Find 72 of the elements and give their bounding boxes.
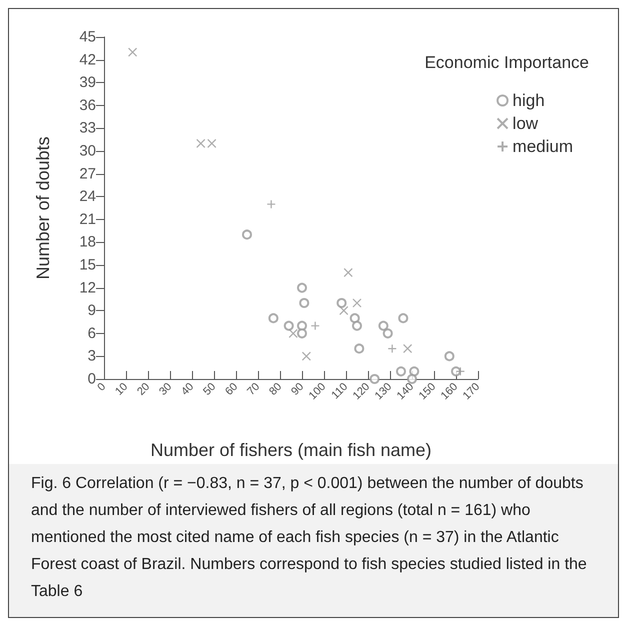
x-tick-label: 30 — [157, 380, 174, 398]
point — [196, 138, 206, 148]
point — [302, 352, 311, 361]
point — [403, 344, 412, 354]
point — [378, 320, 388, 331]
y-tick-label: 18 — [79, 234, 96, 251]
x-tick-label: 20 — [135, 380, 152, 398]
x-tick-label: 110 — [329, 380, 350, 402]
y-tick-label: 6 — [88, 324, 96, 342]
point — [398, 313, 408, 324]
x-tick-label: 170 — [460, 380, 482, 402]
y-tick-label: 9 — [88, 302, 96, 320]
y-tick-label: 45 — [79, 28, 96, 46]
x-tick-label: 90 — [289, 380, 306, 398]
point — [451, 366, 461, 376]
x-axis-title: Number of fishers (main fish name) — [150, 440, 432, 460]
y-axis-title: Number of doubts — [33, 136, 53, 280]
y-tick-label: 15 — [79, 256, 96, 274]
y-tick-label: 42 — [79, 51, 96, 68]
point — [288, 328, 298, 338]
point — [297, 282, 307, 293]
legend-label: medium — [512, 137, 574, 156]
point — [352, 320, 362, 331]
point — [128, 48, 138, 57]
point — [409, 366, 420, 376]
y-tick-label: 39 — [79, 74, 96, 92]
point — [382, 328, 393, 338]
y-tick-label: 30 — [79, 142, 96, 160]
y-tick-label: 21 — [79, 210, 96, 228]
point — [336, 298, 347, 308]
point — [444, 351, 454, 362]
point — [268, 313, 278, 324]
point — [284, 320, 294, 331]
y-tick-label: 27 — [79, 165, 96, 182]
x-tick-label: 50 — [201, 380, 218, 398]
x-tick-label: 150 — [416, 380, 438, 402]
point — [354, 344, 364, 354]
x-tick-label: 40 — [179, 380, 196, 398]
point — [266, 200, 276, 209]
legend-title: Economic Importance — [424, 53, 589, 72]
point — [297, 328, 307, 338]
x-tick-label: 160 — [438, 380, 460, 402]
point — [350, 313, 360, 324]
point — [299, 298, 310, 308]
point — [370, 374, 380, 384]
point — [388, 344, 397, 354]
x-tick-label: 80 — [267, 380, 284, 398]
caption: Fig. 6 Correlation (r = −0.83, n = 37, p < 0.001) between the number of doubts and the number of interviewed fishers of all regions (total n = 161) who mentioned the most cited name of each fish species (n = 37) in the Atlantic Forest coast of Brazil. Numbers correspond to fish species studied listed in the Table 6 — [9, 464, 618, 617]
x-tick-label: 70 — [245, 380, 262, 398]
point — [339, 306, 348, 316]
point — [242, 230, 252, 240]
point — [407, 374, 417, 384]
point — [207, 138, 216, 148]
legend-label: high — [512, 91, 545, 110]
point — [344, 268, 353, 278]
point — [297, 320, 307, 331]
x-tick-label: 10 — [113, 380, 130, 398]
legend-label: low — [512, 114, 539, 133]
y-tick-label: 36 — [79, 96, 96, 114]
y-tick-label: 24 — [79, 188, 96, 206]
point — [352, 298, 362, 308]
x-tick-label: 130 — [372, 380, 394, 402]
x-tick-label: 120 — [350, 380, 372, 402]
point — [396, 366, 406, 376]
x-tick-label: 100 — [306, 380, 328, 402]
y-tick-label: 12 — [79, 279, 96, 296]
x-tick-label: 60 — [223, 380, 240, 398]
x-tick-label: 140 — [394, 380, 416, 402]
point — [310, 321, 320, 330]
point — [456, 366, 465, 376]
y-tick-label: 33 — [79, 120, 96, 137]
y-tick-label: 3 — [88, 348, 96, 365]
